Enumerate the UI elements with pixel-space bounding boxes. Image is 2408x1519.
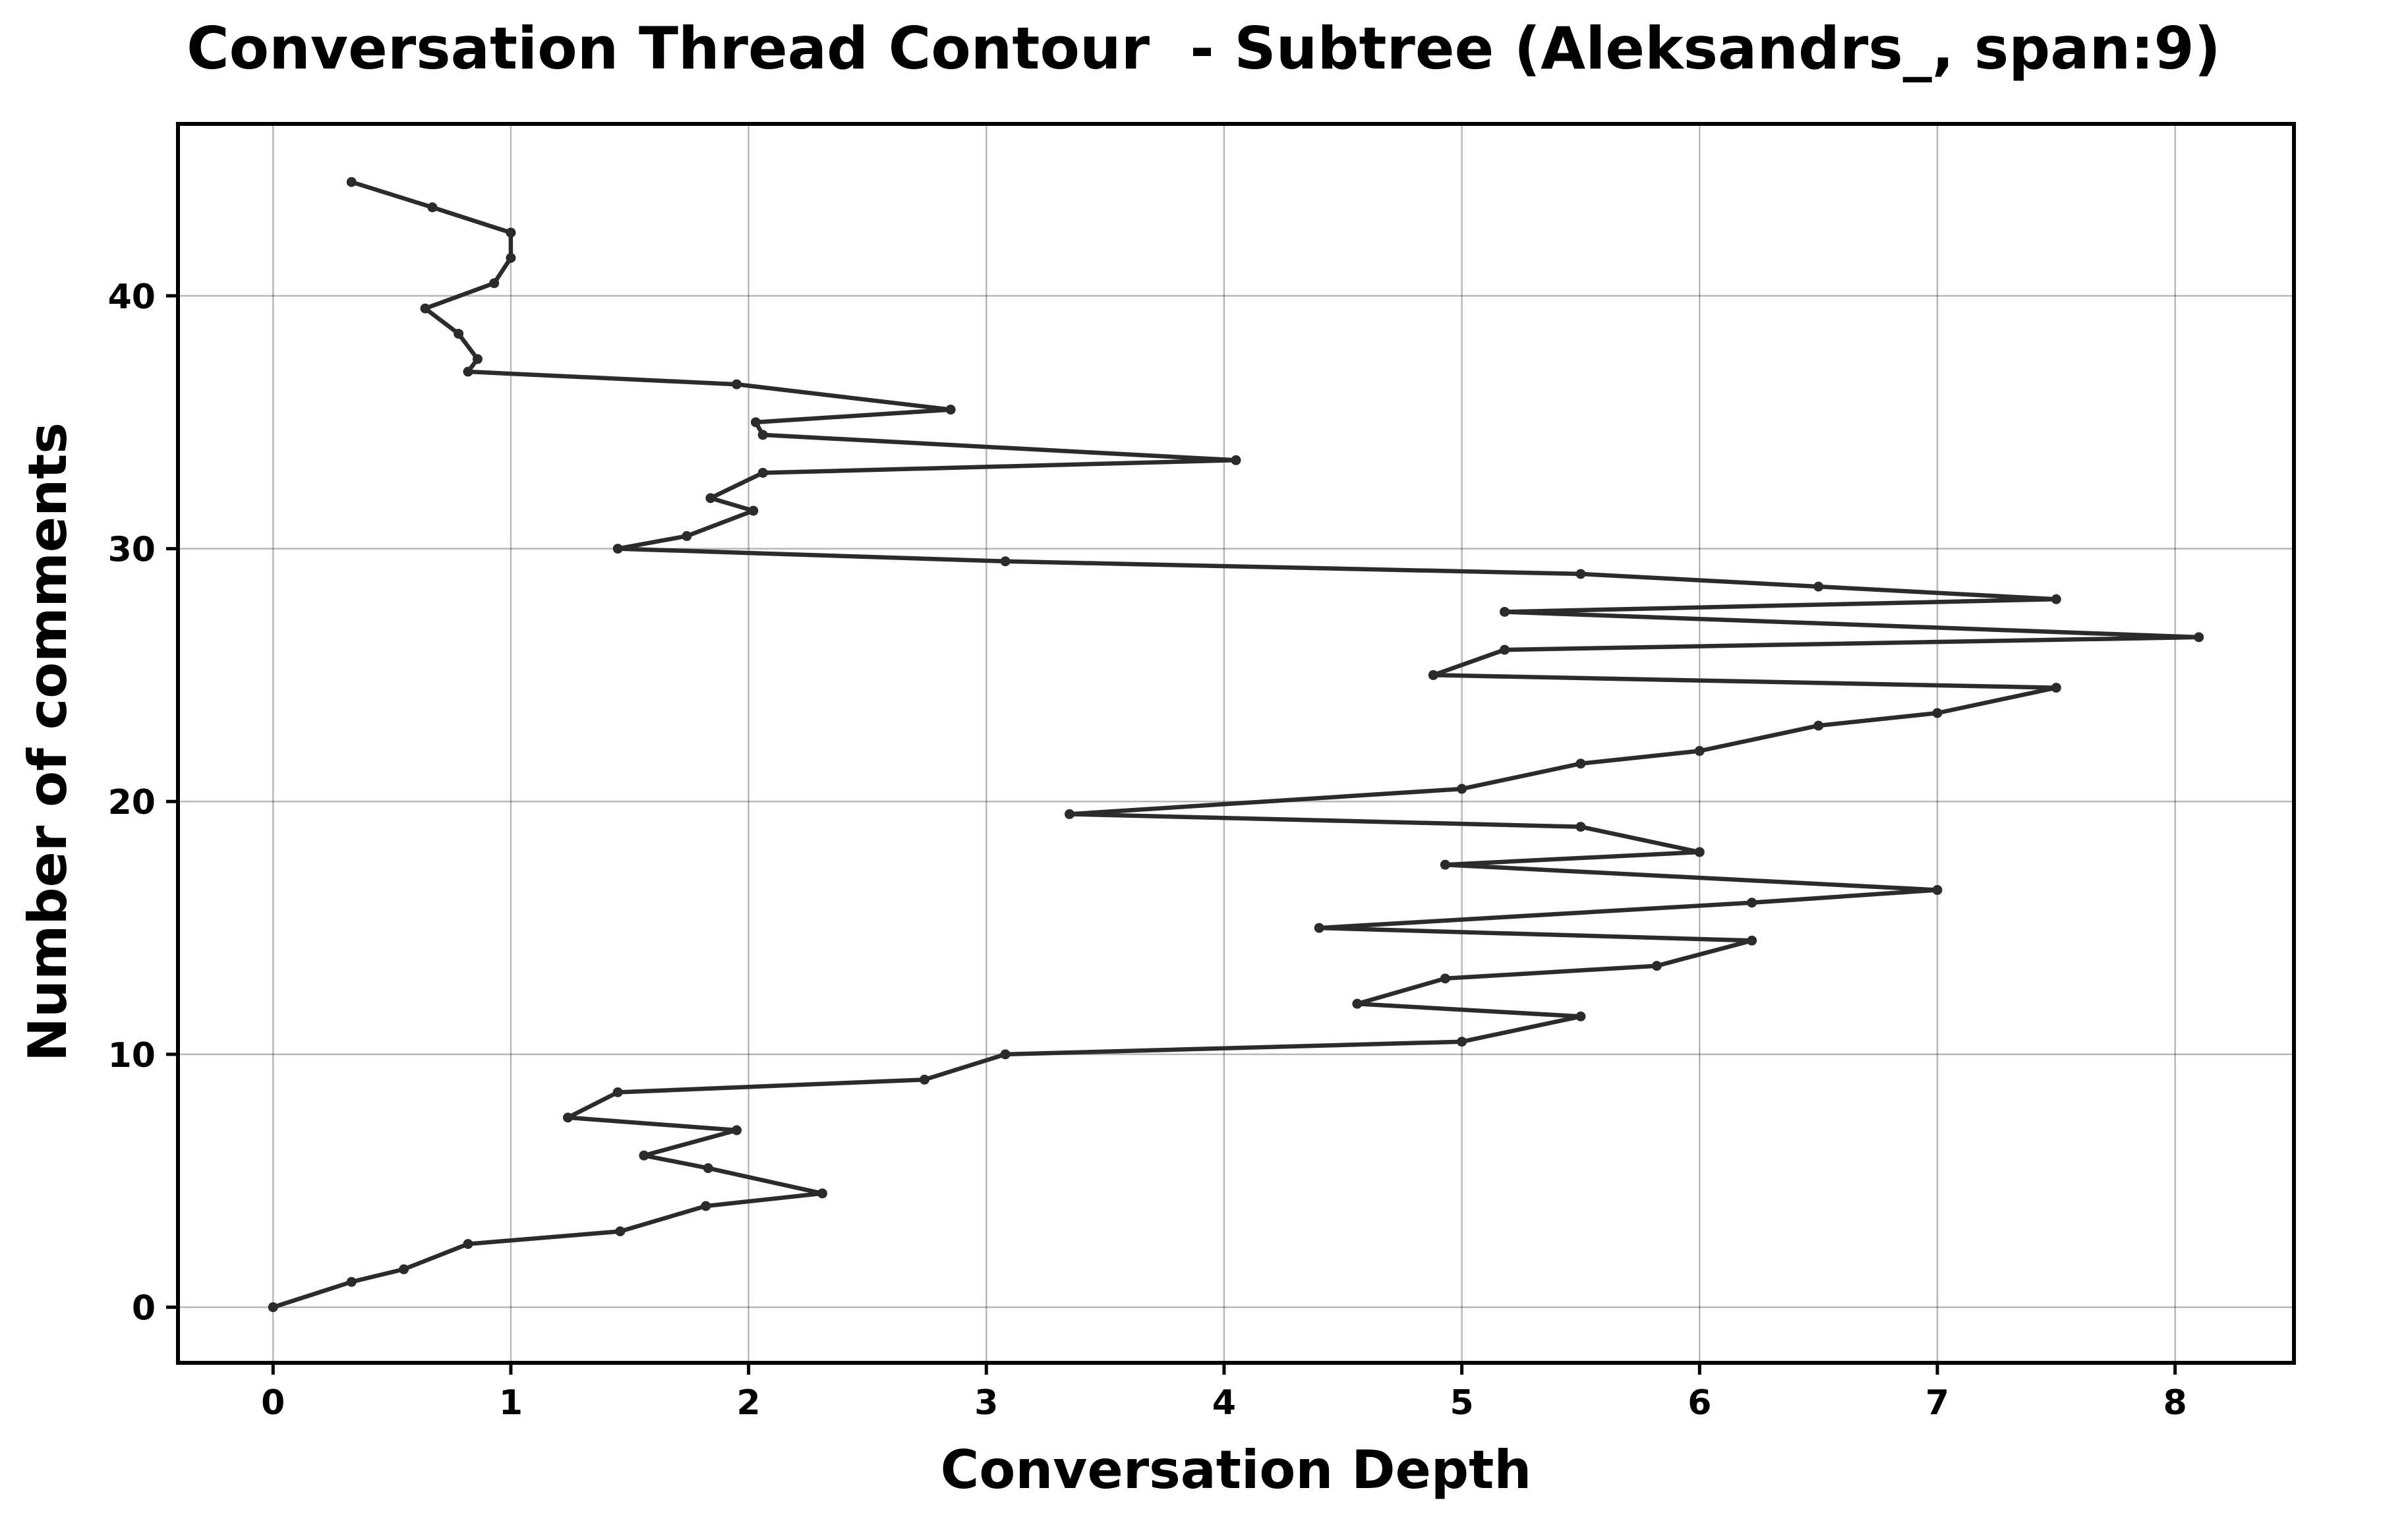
- x-axis-label: Conversation Depth: [941, 1439, 1532, 1501]
- data-point: [1813, 581, 1824, 592]
- data-point: [2194, 632, 2204, 643]
- x-tick-label: 7: [1925, 1383, 1949, 1423]
- data-point: [399, 1264, 409, 1275]
- data-point: [1457, 784, 1467, 794]
- data-point: [1500, 606, 1510, 617]
- tick-layer: 0 1 2 3 4 5 6 7 8 0 10 20 30 40: [108, 277, 2187, 1423]
- data-point: [489, 278, 500, 289]
- y-tick-label: 0: [132, 1289, 156, 1329]
- data-point: [615, 1226, 626, 1236]
- data-point: [1747, 935, 1757, 946]
- data-point: [1065, 809, 1075, 819]
- data-point: [2051, 683, 2061, 693]
- x-tick-label: 6: [1688, 1383, 1711, 1423]
- point-layer: [268, 177, 2204, 1313]
- data-point: [506, 227, 516, 238]
- data-point: [1440, 973, 1450, 984]
- data-point: [612, 544, 623, 554]
- data-point: [563, 1112, 573, 1123]
- data-point: [427, 202, 438, 213]
- data-point: [1314, 923, 1324, 933]
- data-point: [750, 417, 761, 428]
- x-tick-label: 0: [261, 1383, 285, 1423]
- data-point: [268, 1302, 278, 1313]
- data-point: [732, 1125, 742, 1135]
- data-point: [1651, 961, 1662, 971]
- data-point: [346, 1276, 357, 1287]
- data-point: [682, 530, 692, 541]
- data-point: [732, 379, 742, 389]
- data-point: [945, 405, 956, 415]
- data-point: [463, 366, 473, 377]
- data-point: [612, 1087, 623, 1097]
- data-point: [1500, 645, 1510, 655]
- x-tick-label: 5: [1450, 1383, 1474, 1423]
- chart-title: Conversation Thread Contour - Subtree (A…: [187, 14, 2221, 82]
- y-tick-label: 10: [108, 1036, 156, 1075]
- line-layer: [271, 179, 2201, 1309]
- data-point: [1932, 708, 1943, 718]
- data-point: [920, 1074, 930, 1085]
- data-point: [454, 328, 464, 339]
- data-point: [748, 505, 759, 516]
- data-point: [1813, 720, 1824, 731]
- x-tick-label: 3: [974, 1383, 998, 1423]
- y-tick-label: 20: [108, 783, 156, 822]
- data-point: [1000, 1049, 1011, 1060]
- data-point: [757, 467, 768, 478]
- data-point: [1428, 670, 1438, 680]
- x-tick-label: 1: [499, 1383, 523, 1423]
- data-point: [1694, 746, 1705, 757]
- data-point: [1575, 1011, 1586, 1021]
- data-point: [703, 1163, 713, 1174]
- data-point: [472, 354, 483, 364]
- data-point: [1352, 998, 1363, 1009]
- data-point: [1440, 859, 1450, 870]
- data-point: [420, 303, 430, 314]
- y-tick-label: 40: [108, 277, 156, 317]
- data-point: [1932, 885, 1943, 896]
- data-point: [346, 177, 357, 187]
- y-axis-label: Number of comments: [17, 422, 78, 1062]
- data-point: [817, 1188, 827, 1199]
- data-point: [1575, 759, 1586, 769]
- data-point: [757, 430, 768, 440]
- data-point: [1575, 822, 1586, 832]
- plot-frame: [176, 122, 2296, 1365]
- data-point: [1747, 898, 1757, 908]
- data-point: [1457, 1037, 1467, 1047]
- data-point: [2051, 594, 2061, 604]
- data-point: [506, 252, 516, 263]
- data-point: [463, 1239, 473, 1249]
- x-tick-label: 4: [1212, 1383, 1236, 1423]
- data-point: [1575, 569, 1586, 579]
- data-point: [705, 493, 716, 503]
- grid-layer: [178, 124, 2294, 1363]
- data-point: [1694, 847, 1705, 857]
- x-tick-label: 8: [2163, 1383, 2187, 1423]
- data-point: [701, 1201, 711, 1211]
- data-point: [1231, 455, 1241, 465]
- y-tick-label: 30: [108, 530, 156, 570]
- data-point: [639, 1150, 649, 1161]
- data-point: [1000, 556, 1011, 567]
- x-tick-label: 2: [737, 1383, 761, 1423]
- series-line: [271, 179, 2201, 1309]
